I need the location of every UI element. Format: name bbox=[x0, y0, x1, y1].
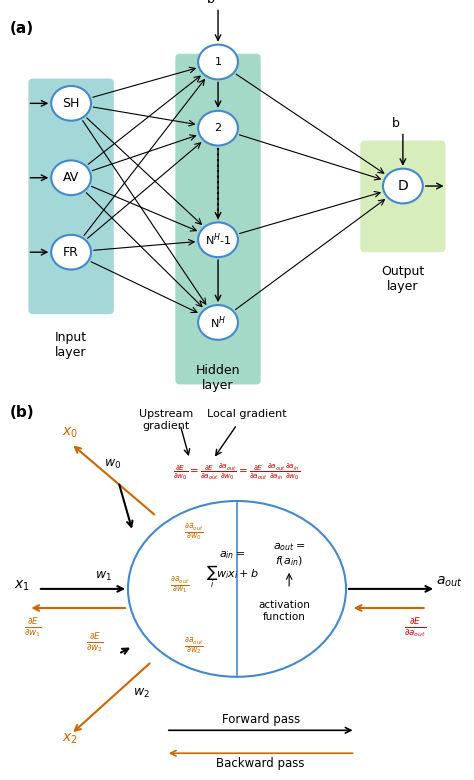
Circle shape bbox=[198, 111, 238, 146]
Text: $w_2$: $w_2$ bbox=[133, 687, 150, 700]
Text: $w_0$: $w_0$ bbox=[104, 458, 121, 470]
Text: $\frac{\partial E}{\partial w_0} = \frac{\partial E}{\partial a_{out}}\frac{\par: $\frac{\partial E}{\partial w_0} = \frac… bbox=[173, 463, 301, 482]
Text: $x_0$: $x_0$ bbox=[62, 426, 78, 441]
Text: $x_2$: $x_2$ bbox=[62, 732, 77, 746]
Text: (a): (a) bbox=[9, 21, 34, 36]
Text: Backward pass: Backward pass bbox=[217, 757, 305, 770]
Text: N$^H$: N$^H$ bbox=[210, 314, 226, 331]
Circle shape bbox=[198, 44, 238, 80]
Text: 2: 2 bbox=[214, 123, 222, 133]
Circle shape bbox=[198, 305, 238, 340]
Text: D: D bbox=[398, 179, 408, 193]
Text: Upstream
gradient: Upstream gradient bbox=[139, 410, 193, 431]
Circle shape bbox=[128, 501, 346, 677]
FancyBboxPatch shape bbox=[28, 79, 114, 314]
Circle shape bbox=[51, 86, 91, 121]
FancyBboxPatch shape bbox=[360, 140, 446, 252]
Text: $\frac{\partial E}{\partial a_{out}}$: $\frac{\partial E}{\partial a_{out}}$ bbox=[404, 616, 427, 640]
Text: $\frac{\partial E}{\partial w_2}$: $\frac{\partial E}{\partial w_2}$ bbox=[86, 632, 104, 655]
Text: $\frac{\partial a_{out}}{\partial w_2}$: $\frac{\partial a_{out}}{\partial w_2}$ bbox=[184, 636, 204, 656]
Text: Input
layer: Input layer bbox=[55, 331, 87, 359]
Circle shape bbox=[198, 222, 238, 257]
Text: Hidden
layer: Hidden layer bbox=[196, 363, 240, 392]
Text: FR: FR bbox=[63, 246, 79, 259]
Text: $a_{in} = $
$\sum_i w_i x_i + b$: $a_{in} = $ $\sum_i w_i x_i + b$ bbox=[206, 549, 259, 590]
Text: $a_{out}$: $a_{out}$ bbox=[436, 575, 463, 590]
Text: N$^H$-1: N$^H$-1 bbox=[205, 232, 231, 248]
Text: $\frac{\partial a_{out}}{\partial w_0}$: $\frac{\partial a_{out}}{\partial w_0}$ bbox=[184, 522, 204, 541]
Circle shape bbox=[51, 161, 91, 195]
Circle shape bbox=[383, 168, 423, 204]
Text: Local gradient: Local gradient bbox=[207, 410, 286, 420]
FancyBboxPatch shape bbox=[175, 54, 261, 385]
Text: (b): (b) bbox=[9, 406, 34, 420]
Text: b: b bbox=[392, 117, 400, 130]
Text: 1: 1 bbox=[215, 57, 221, 67]
Text: $w_1$: $w_1$ bbox=[95, 570, 112, 583]
Text: Output
layer: Output layer bbox=[381, 264, 425, 292]
Text: $\frac{\partial a_{out}}{\partial w_1}$: $\frac{\partial a_{out}}{\partial w_1}$ bbox=[170, 575, 190, 595]
Text: $a_{out} =$
$f(a_{in})$: $a_{out} =$ $f(a_{in})$ bbox=[273, 541, 305, 568]
Text: $\frac{\partial E}{\partial w_1}$: $\frac{\partial E}{\partial w_1}$ bbox=[24, 616, 42, 640]
Circle shape bbox=[51, 235, 91, 270]
Text: SH: SH bbox=[63, 97, 80, 110]
Text: b: b bbox=[207, 0, 215, 6]
Text: activation
function: activation function bbox=[258, 601, 310, 622]
Text: $x_1$: $x_1$ bbox=[14, 579, 30, 594]
Text: Forward pass: Forward pass bbox=[221, 713, 300, 725]
Text: AV: AV bbox=[63, 172, 79, 184]
